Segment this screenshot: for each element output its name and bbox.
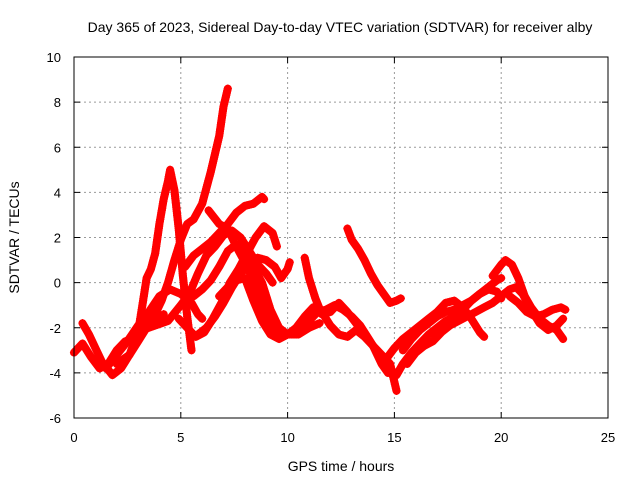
point-markers <box>488 255 568 344</box>
series-markers-s18 <box>488 255 568 344</box>
y-tick-label: -2 <box>49 321 61 336</box>
series-markers-s19 <box>505 292 570 321</box>
x-tick-label: 5 <box>177 430 184 445</box>
series-markers-s14 <box>343 224 405 308</box>
data-series <box>69 84 570 396</box>
x-tick-label: 15 <box>387 430 401 445</box>
series-markers-s9 <box>180 192 269 271</box>
y-tick-label: 6 <box>54 140 61 155</box>
chart-title: Day 365 of 2023, Sidereal Day-to-day VTE… <box>88 19 593 35</box>
grid-lines <box>74 57 608 418</box>
series-markers-s4 <box>112 84 232 369</box>
x-tick-label: 0 <box>70 430 77 445</box>
y-tick-label: -6 <box>49 411 61 426</box>
x-tick-label: 20 <box>494 430 508 445</box>
x-tick-label: 10 <box>280 430 294 445</box>
y-tick-label: 8 <box>54 95 61 110</box>
point-markers <box>112 84 232 369</box>
y-tick-label: 2 <box>54 231 61 246</box>
series-markers-s16 <box>398 273 506 355</box>
point-markers <box>398 273 506 355</box>
point-markers <box>505 292 570 321</box>
y-tick-label: 0 <box>54 276 61 291</box>
axis-ticks <box>73 56 609 419</box>
y-axis-label: SDTVAR / TECUs <box>6 181 22 293</box>
tick-labels: 0 5 10 15 20 25 -6 -4 -2 0 2 4 6 8 10 <box>47 50 616 445</box>
x-tick-label: 25 <box>601 430 615 445</box>
point-markers <box>180 192 269 271</box>
x-axis-label: GPS time / hours <box>288 458 395 474</box>
y-tick-label: -4 <box>49 366 61 381</box>
y-tick-label: 4 <box>54 185 61 200</box>
point-markers <box>343 224 405 308</box>
y-tick-label: 10 <box>47 50 61 65</box>
